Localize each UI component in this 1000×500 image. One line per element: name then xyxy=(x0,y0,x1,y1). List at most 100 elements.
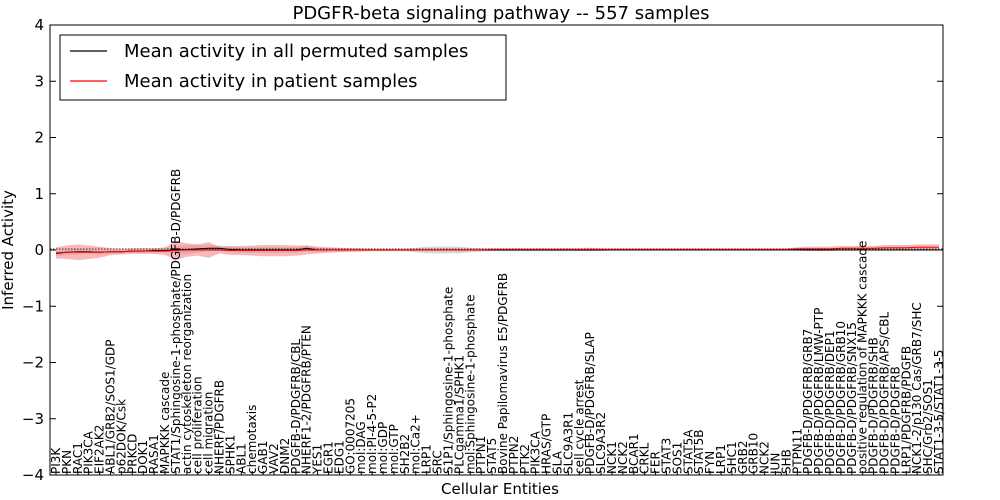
y-tick-label: −1 xyxy=(22,297,44,315)
x-tick-label: STAT1/Sphingosine-1-phosphate/PDGFB-D/PD… xyxy=(169,169,183,474)
x-tick-label: PDGFB-D/PDGFRB/SNX15 xyxy=(845,322,859,474)
x-tick-label: SRC xyxy=(431,450,445,474)
x-tick-label: NCK1 xyxy=(605,441,619,474)
x-tick-label: PTPN1 xyxy=(474,436,488,474)
x-tick-label: PKN xyxy=(60,450,74,474)
x-tick-label: PIK3CA xyxy=(82,430,96,474)
y-tick-label: 0 xyxy=(34,241,44,259)
x-tick-label: PTK2 xyxy=(518,444,532,474)
x-tick-label: cell cycle arrest xyxy=(572,379,586,474)
chart-title: PDGFR-beta signaling pathway -- 557 samp… xyxy=(292,3,709,24)
x-tick-label: EIF2AK2 xyxy=(93,425,107,474)
x-tick-label: STAT3 xyxy=(659,438,673,474)
x-tick-label: SLC9A3R1 xyxy=(561,412,575,474)
x-tick-label: STAT1-3-5/STAT1-3-5 xyxy=(932,350,946,474)
x-tick-label: EGR1 xyxy=(322,441,336,474)
x-tick-label: PDGFB-D/PDGFRB/CBL xyxy=(289,339,303,474)
x-tick-label: VAV2 xyxy=(267,443,281,474)
x-tick-label: BCAR1 xyxy=(627,433,641,474)
x-tick-label: MAPKKK cascade xyxy=(158,372,172,474)
y-tick-label: 2 xyxy=(34,129,44,147)
y-tick-label: 4 xyxy=(34,16,44,34)
x-tick-label: NHERF/PDGFRB xyxy=(213,380,227,474)
x-tick-label: CRKL xyxy=(638,442,652,474)
x-tick-label: ABL1/GRB2/SOS1/GDP xyxy=(104,340,118,474)
spread-bands xyxy=(56,241,939,261)
x-tick-label: SOS1 xyxy=(670,442,684,474)
x-tick-label: PDGFB-D/PDGFRB/SHB xyxy=(867,337,881,474)
x-tick-label: positive regulation of MAPKKK cascade xyxy=(856,241,870,474)
x-tick-label: YES1 xyxy=(311,444,325,475)
x-tick-label: Bovine Papilomavirus E5/PDGFRB xyxy=(496,273,510,474)
legend-label: Mean activity in all permuted samples xyxy=(124,41,468,62)
x-tick-label: mol:GTP xyxy=(387,424,401,474)
legend-label: Mean activity in patient samples xyxy=(124,71,418,92)
x-tick-label: PRKCD xyxy=(125,434,139,474)
x-tick-label: STAT5A xyxy=(681,429,695,474)
x-tick-label: PI3K xyxy=(49,447,63,474)
legend: Mean activity in all permuted samples Mea… xyxy=(59,34,507,101)
x-tick-label: LRP1 xyxy=(420,444,434,474)
x-tick-label: SHB xyxy=(779,449,793,474)
x-tick-label: S1P1/Sphingosine-1-phosphate xyxy=(441,287,455,474)
y-tick-label: 3 xyxy=(34,72,44,90)
x-tick-label: STAT5B xyxy=(692,430,706,475)
x-tick-label: DOK1 xyxy=(136,440,150,474)
x-tick-label: PDGFB-D/PDGFRB/APS/CBL xyxy=(877,311,891,474)
x-tick-label: EDG1 xyxy=(332,440,346,474)
x-tick-label: PDGFB-D/PDGFRB/SLAP xyxy=(583,332,597,474)
x-tick-label: mol:GDP xyxy=(376,422,390,474)
x-tick-label: mol:PI-4-5-P2 xyxy=(365,394,379,474)
x-tick-label: SPHK1 xyxy=(223,435,237,474)
x-tick-label: LRP1 xyxy=(714,444,728,474)
x-tick-label: PLCgamma1/SPHK1 xyxy=(452,355,466,474)
y-tick-label: −3 xyxy=(22,410,44,428)
x-tick-label: RASA1 xyxy=(147,434,161,474)
x-tick-label: PDGFB-D/PDGFRB/LMW-PTP xyxy=(812,308,826,474)
x-tick-label: ABL1 xyxy=(234,443,248,474)
y-axis-label: Inferred Activity xyxy=(0,190,17,310)
x-tick-label: SLC9A3R2 xyxy=(594,412,608,474)
x-tick-label: RAC1 xyxy=(71,442,85,474)
x-axis-label: Cellular Entities xyxy=(441,480,559,498)
x-tick-label: PDGFB-D/PDGFRB/DEP1 xyxy=(823,330,837,474)
y-tick-label: −2 xyxy=(22,354,44,372)
x-tick-label: PIK3CA xyxy=(529,430,543,474)
x-tick-label: GO:0007205 xyxy=(343,398,357,474)
patient-spread-band xyxy=(56,241,939,261)
x-tick-label: NCK2 xyxy=(616,441,630,474)
y-axis: −4 −3 −2 −1 0 1 2 3 4 xyxy=(22,16,943,484)
x-tick-label: actin cytoskeleton reorganization xyxy=(180,274,194,474)
x-tick-label: PTPN11 xyxy=(790,428,804,474)
x-tick-label: cell migration xyxy=(202,392,216,474)
x-tick-label: p62DOK/Csk xyxy=(114,399,128,474)
x-tick-label: SHC1 xyxy=(725,441,739,474)
permuted-mean-line xyxy=(55,247,939,254)
x-tick-label: cell proliferation xyxy=(191,376,205,474)
x-tick-label: NCK2 xyxy=(758,441,772,474)
x-tick-label: mol:DAG xyxy=(354,421,368,474)
x-tick-label: HRAS/GTP xyxy=(540,414,554,474)
x-tick-label: NCK1-2/p130 Cas/GRB7/SHC xyxy=(910,302,924,474)
y-tick-label: −4 xyxy=(22,466,44,484)
x-tick-label: GAB1 xyxy=(256,441,270,474)
x-tick-label: PDGFB-D/PDGFRB/GRB7 xyxy=(801,329,815,474)
x-tick-label: PDGFB-D/PDGFRB/GRB10 xyxy=(834,321,848,474)
x-tick-label: mol:Ca2+ xyxy=(409,414,423,474)
x-tick-label: SLA xyxy=(550,450,564,474)
x-tick-label: FYN xyxy=(703,451,717,474)
x-tick-label: GRB10 xyxy=(747,433,761,474)
x-tick-label: SHC/Grb2/SOS1 xyxy=(921,379,935,474)
x-tick-label: SH2B2 xyxy=(398,434,412,474)
x-tick-label: JUN xyxy=(768,453,782,475)
legend-box xyxy=(59,34,507,101)
x-tick-label: NHERF1-2/PDGFRB/PTEN xyxy=(300,325,314,474)
x-axis: PI3KPKNRAC1PIK3CAEIF2AK2ABL1/GRB2/SOS1/G… xyxy=(49,169,946,475)
y-tick-label: 1 xyxy=(34,185,44,203)
x-tick-label: mol:Sphingosine-1-phosphate xyxy=(463,295,477,475)
x-tick-label: STAT5 xyxy=(485,438,499,474)
x-tick-label: GRB2 xyxy=(736,440,750,474)
x-tick-label: FER xyxy=(649,451,663,474)
x-tick-label: LRP1/PDGFRB/PDGFB xyxy=(899,346,913,474)
